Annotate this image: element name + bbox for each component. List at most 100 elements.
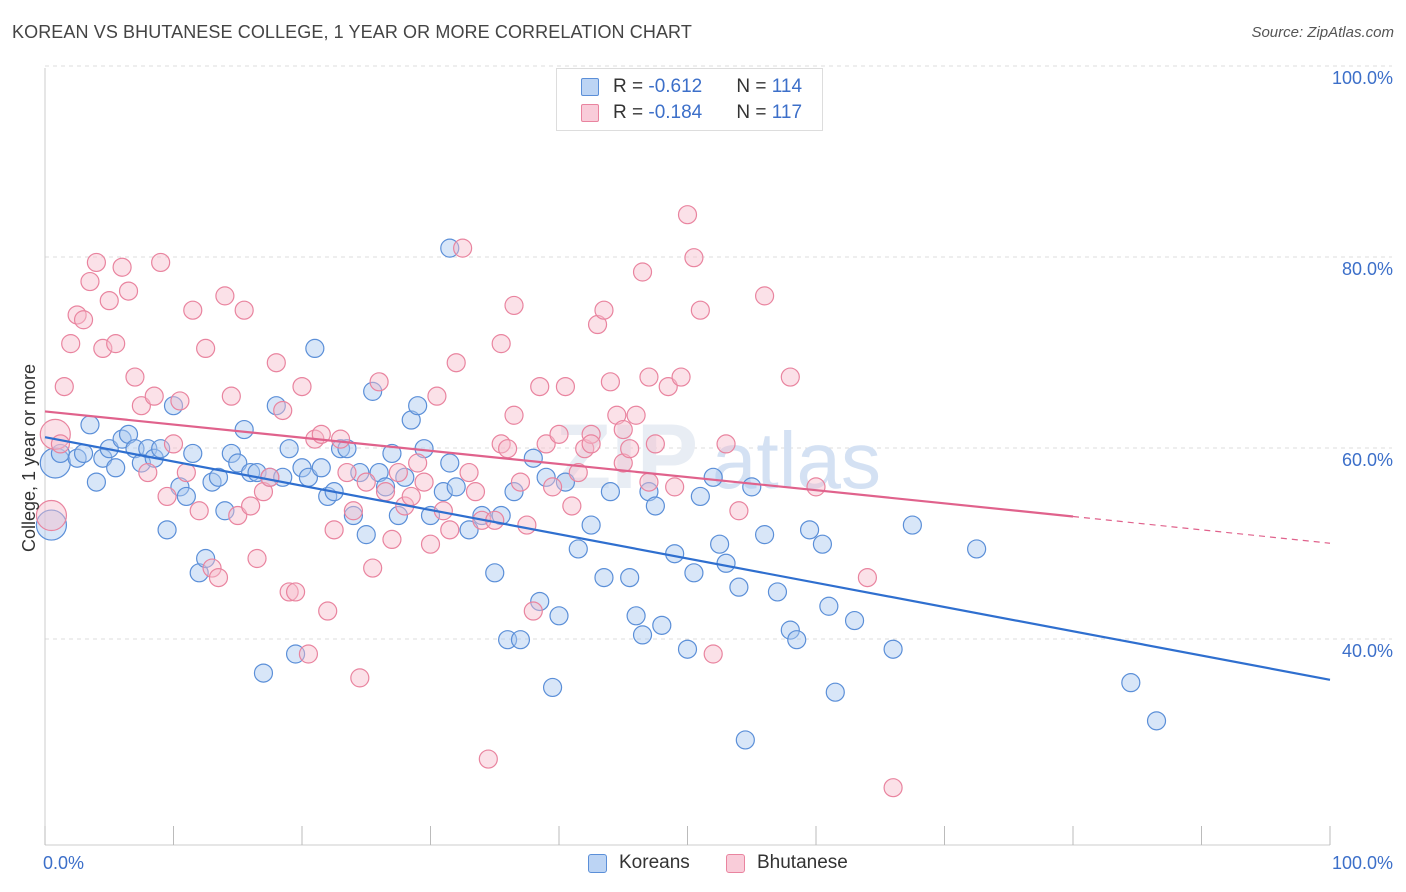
bhutanese-point bbox=[337, 462, 357, 483]
korean-point bbox=[844, 610, 865, 631]
legend-n-label: N = bbox=[736, 102, 772, 123]
bhutanese-point bbox=[632, 262, 653, 282]
bhutanese-point bbox=[510, 472, 531, 492]
x-tick-label-max: 100.0% bbox=[1332, 853, 1393, 873]
korean-point bbox=[710, 534, 730, 554]
bhutanese-point bbox=[504, 295, 524, 316]
legend-r-value: -0.612 bbox=[648, 76, 703, 97]
korean-point bbox=[196, 548, 216, 569]
korean-point bbox=[485, 563, 505, 583]
korean-point bbox=[594, 567, 614, 588]
legend-r-label: R = bbox=[613, 102, 649, 123]
korean-point bbox=[600, 482, 621, 502]
legend-swatch-bhutanese bbox=[581, 104, 599, 122]
korean-point bbox=[151, 439, 171, 459]
bhutanese-point bbox=[330, 429, 351, 449]
korean-point bbox=[305, 338, 325, 358]
bhutanese-point bbox=[530, 377, 550, 397]
bhutanese-point bbox=[106, 334, 126, 354]
korean-point bbox=[337, 439, 357, 459]
bhutanese-point bbox=[80, 271, 100, 292]
y-tick-label: 40.0% bbox=[1342, 641, 1393, 661]
bhutanese-point bbox=[228, 505, 248, 526]
korean-point bbox=[35, 509, 68, 541]
korean-point bbox=[530, 591, 550, 612]
bhutanese-point bbox=[684, 248, 704, 268]
korean-point bbox=[388, 505, 408, 526]
bhutanese-point bbox=[266, 353, 286, 373]
bhutanese-point bbox=[221, 386, 241, 406]
bhutanese-point bbox=[131, 396, 151, 416]
korean-point bbox=[433, 482, 453, 502]
korean-point bbox=[73, 443, 94, 464]
bhutanese-point bbox=[39, 418, 71, 450]
korean-point bbox=[645, 496, 665, 516]
bhutanese-point bbox=[555, 377, 576, 397]
korean-point bbox=[742, 477, 762, 497]
bhutanese-point bbox=[645, 434, 665, 454]
bhutanese-point bbox=[279, 582, 299, 602]
korean-point bbox=[131, 453, 151, 473]
bhutanese-point bbox=[163, 434, 184, 454]
bhutanese-point bbox=[176, 462, 196, 483]
bhutanese-point bbox=[716, 434, 736, 454]
korean-point bbox=[677, 639, 698, 659]
bhutanese-point bbox=[292, 377, 312, 397]
legend-r-value: -0.184 bbox=[648, 102, 703, 123]
bhutanese-point bbox=[536, 434, 556, 454]
bhutanese-point bbox=[93, 338, 113, 358]
bhutanese-point bbox=[690, 300, 710, 320]
y-tick-label: 60.0% bbox=[1342, 450, 1393, 470]
korean-point bbox=[221, 443, 241, 464]
bhutanese-point bbox=[369, 372, 389, 392]
bhutanese-point bbox=[215, 286, 235, 306]
korean-point bbox=[176, 486, 196, 507]
bhutanese-trend-line bbox=[44, 410, 1074, 518]
bhutanese-point bbox=[857, 567, 878, 588]
korean-point bbox=[253, 663, 274, 683]
korean-point bbox=[684, 563, 704, 583]
korean-point bbox=[716, 553, 736, 573]
bhutanese-point bbox=[446, 353, 466, 373]
bhutanese-point bbox=[260, 467, 280, 487]
y-axis-label: College, 1 year or more bbox=[19, 364, 39, 552]
bhutanese-point bbox=[253, 482, 274, 502]
bhutanese-point bbox=[491, 334, 511, 354]
korean-point bbox=[632, 625, 653, 645]
bhutanese-point bbox=[350, 668, 370, 688]
korean-point bbox=[620, 567, 640, 588]
korean-point bbox=[228, 453, 248, 473]
bhutanese-point bbox=[382, 529, 402, 550]
bhutanese-point bbox=[581, 434, 601, 454]
korean-point bbox=[369, 462, 389, 483]
bhutanese-point bbox=[196, 338, 216, 358]
bhutanese-point bbox=[189, 501, 209, 521]
bhutanese-point bbox=[665, 477, 685, 497]
label-layer: 40.0% 60.0% 80.0% 100.0% 0.0% 100.0% College, … bbox=[19, 68, 1393, 873]
trend-layer bbox=[44, 410, 1331, 681]
legend-n-value: 114 bbox=[771, 76, 803, 97]
korean-point bbox=[157, 520, 177, 540]
korean-point bbox=[799, 520, 820, 540]
korean-point bbox=[510, 630, 531, 650]
bhutanese-point bbox=[324, 520, 344, 540]
bhutanese-point bbox=[549, 424, 569, 444]
series-swatch-koreans bbox=[588, 853, 607, 873]
series-legend-koreans[interactable]: Koreans bbox=[588, 852, 690, 874]
legend-r-label: R = bbox=[613, 76, 649, 97]
korean-point bbox=[292, 458, 312, 478]
bhutanese-point bbox=[234, 300, 254, 320]
watermark-atlas: atlas bbox=[712, 416, 881, 505]
points-layer bbox=[35, 205, 1167, 798]
bhutanese-point bbox=[658, 377, 678, 397]
bhutanese-point bbox=[626, 405, 646, 425]
korean-point bbox=[446, 477, 466, 497]
x-tick-label-min: 0.0% bbox=[43, 853, 84, 873]
korean-point bbox=[375, 477, 396, 497]
bhutanese-point bbox=[677, 205, 698, 225]
korean-point bbox=[170, 477, 190, 497]
series-legend-bhutanese[interactable]: Bhutanese bbox=[726, 852, 848, 874]
korean-point bbox=[729, 577, 749, 597]
bhutanese-point bbox=[61, 334, 81, 354]
korean-point bbox=[401, 410, 421, 430]
